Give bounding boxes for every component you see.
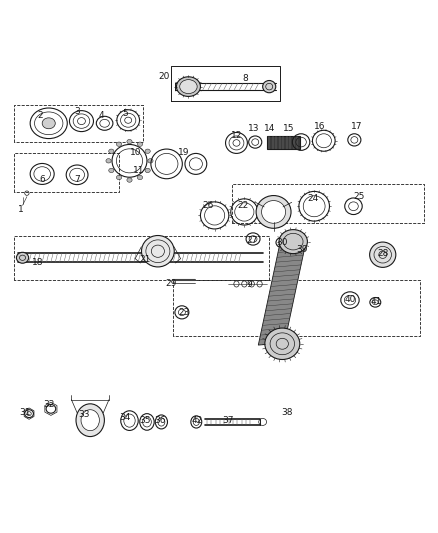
Text: 31: 31 bbox=[19, 408, 31, 417]
Ellipse shape bbox=[145, 168, 150, 173]
Text: 28: 28 bbox=[377, 249, 389, 258]
Ellipse shape bbox=[81, 410, 99, 431]
Text: 40: 40 bbox=[344, 295, 356, 304]
Text: 26: 26 bbox=[202, 201, 214, 210]
Ellipse shape bbox=[138, 142, 143, 147]
Ellipse shape bbox=[76, 404, 104, 437]
Text: 24: 24 bbox=[307, 195, 318, 203]
Text: 41: 41 bbox=[371, 297, 382, 306]
Text: 35: 35 bbox=[139, 416, 151, 425]
Text: 12: 12 bbox=[231, 131, 242, 140]
Ellipse shape bbox=[127, 178, 132, 182]
Text: 14: 14 bbox=[264, 125, 275, 133]
Ellipse shape bbox=[148, 159, 153, 163]
Ellipse shape bbox=[42, 118, 55, 129]
Text: 36: 36 bbox=[154, 416, 166, 425]
Text: 37: 37 bbox=[222, 416, 233, 425]
Text: 5: 5 bbox=[122, 109, 128, 118]
Text: 30: 30 bbox=[276, 238, 288, 247]
Text: 42: 42 bbox=[191, 416, 203, 425]
Text: 27: 27 bbox=[246, 236, 258, 245]
Text: 19: 19 bbox=[178, 149, 190, 157]
Text: 20: 20 bbox=[159, 72, 170, 81]
Bar bbox=[267, 135, 300, 149]
Ellipse shape bbox=[109, 168, 114, 173]
Ellipse shape bbox=[106, 159, 111, 163]
Text: 8: 8 bbox=[242, 74, 248, 83]
Text: 33: 33 bbox=[78, 410, 89, 419]
Text: 3: 3 bbox=[74, 107, 80, 116]
Text: 34: 34 bbox=[120, 413, 131, 422]
Text: 25: 25 bbox=[353, 192, 364, 201]
Polygon shape bbox=[258, 240, 306, 345]
Text: 38: 38 bbox=[281, 408, 293, 417]
Text: 22: 22 bbox=[237, 201, 249, 210]
Ellipse shape bbox=[177, 77, 201, 96]
Ellipse shape bbox=[265, 328, 300, 359]
Text: 15: 15 bbox=[283, 125, 295, 133]
Text: 1: 1 bbox=[18, 205, 23, 214]
Text: 2: 2 bbox=[37, 111, 43, 120]
Ellipse shape bbox=[263, 80, 276, 93]
Ellipse shape bbox=[141, 236, 174, 267]
Ellipse shape bbox=[145, 149, 150, 154]
Ellipse shape bbox=[109, 149, 114, 154]
Ellipse shape bbox=[127, 140, 132, 144]
Text: 18: 18 bbox=[32, 257, 43, 266]
Ellipse shape bbox=[117, 142, 122, 147]
Text: 11: 11 bbox=[132, 166, 144, 175]
Text: 4: 4 bbox=[98, 111, 104, 120]
Ellipse shape bbox=[370, 242, 396, 268]
Ellipse shape bbox=[261, 200, 286, 223]
Text: 9: 9 bbox=[247, 280, 252, 289]
Text: 16: 16 bbox=[314, 122, 325, 131]
Text: 17: 17 bbox=[351, 122, 362, 131]
Ellipse shape bbox=[138, 175, 143, 180]
Text: 21: 21 bbox=[139, 255, 151, 264]
Text: 6: 6 bbox=[39, 175, 45, 184]
Text: 10: 10 bbox=[130, 149, 142, 157]
Ellipse shape bbox=[279, 230, 307, 254]
Ellipse shape bbox=[180, 79, 197, 94]
Text: 23: 23 bbox=[178, 308, 190, 317]
Text: 7: 7 bbox=[74, 175, 80, 184]
Text: 13: 13 bbox=[248, 125, 260, 133]
Ellipse shape bbox=[256, 196, 291, 228]
Text: 32: 32 bbox=[43, 400, 54, 408]
Ellipse shape bbox=[117, 175, 122, 180]
Text: 29: 29 bbox=[165, 279, 177, 288]
Text: 39: 39 bbox=[296, 245, 308, 254]
Ellipse shape bbox=[16, 252, 28, 263]
